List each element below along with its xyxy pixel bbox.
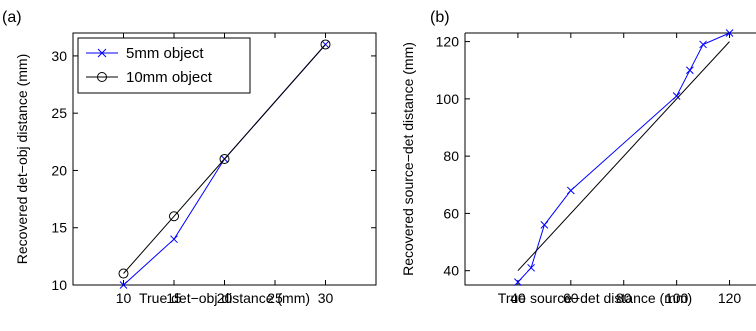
panel-b-axes-box [464,32,756,286]
panel-a-xtick-label: 20 [217,290,233,306]
panel-a-ytick-label: 25 [51,105,67,121]
legend-swatch-10mm-marker [97,72,107,82]
panel-b-xtick-label: 40 [510,290,526,306]
panel-b-point-series-0 [540,221,549,229]
panel-a-point-5mm-object [170,235,178,244]
panel-a-ytick-label: 20 [51,162,67,178]
panel-b-point-series-0 [699,40,707,49]
panel-b-ytick-label: 80 [443,148,459,164]
panel-b-label: (b) [430,9,450,26]
panel-b-point-series-0 [566,186,575,195]
panel-a-xtick-label: 25 [267,290,283,306]
panel-a-point-10mm-object [169,211,179,222]
panel-a-xtick-label: 15 [166,290,182,306]
panel-a-label: (a) [2,9,22,26]
panel-a-ytick-label: 15 [51,220,67,236]
panel-b-xtick-label: 100 [665,290,689,306]
panel-a-point-10mm-object [118,268,129,279]
panel-b-ytick-label: 100 [436,91,460,107]
panel-b-series [514,29,734,286]
legend-label-5mm: 5mm object [126,45,204,62]
panel-b-ytick-label: 40 [443,263,459,279]
panel-b-xtick-label: 80 [616,290,632,306]
panel-a-xtick-label: 30 [318,290,334,306]
panel-b-line-series-1 [517,41,730,272]
panel-b-xtick-label: 60 [563,290,579,306]
legend: 5mm object 10mm object [77,37,251,94]
legend-label-10mm: 10mm object [126,69,213,86]
legend-swatch-5mm-marker [97,48,107,58]
panel-b-ticks: 40 60 80 100 120 40 60 80 100 120 [436,33,742,306]
panel-b-point-series-0 [725,29,734,37]
panel-b-line-series-0 [517,32,730,283]
panel-a-ytick-label: 30 [51,48,67,64]
panel-b-point-series-0 [672,92,681,100]
panel-a-xtick-label: 10 [116,290,132,306]
panel-a-series [118,39,331,289]
panel-b: (b) 40 60 80 100 120 40 60 80 100 120 True source… [400,9,756,306]
panel-b-ytick-label: 120 [436,34,460,50]
panel-b-xlabel: True source−det distance (mm) [498,290,692,306]
panel-b-point-series-0 [686,66,694,75]
panel-b-xtick-label: 120 [718,290,742,306]
panel-a-ytick-label: 10 [51,277,67,293]
panel-a-xlabel: True det−obj distance (mm) [139,290,310,306]
panel-a-ticks: 10 15 20 25 30 10 15 20 25 30 [51,33,376,306]
panel-a-point-5mm-object [119,281,128,289]
panel-a: (a) 10 15 20 25 30 10 15 20 25 30 True det−obj di… [2,9,377,306]
panel-b-point-series-0 [514,278,522,286]
panel-b-point-series-0 [527,263,535,272]
legend-box [77,37,251,94]
panel-a-ylabel: Recovered det−obj distance (mm) [14,54,30,265]
panel-b-ylabel: Recovered source−det distance (mm) [400,42,416,276]
panel-b-ytick-label: 60 [443,205,459,221]
panel-a-point-10mm-object [320,39,331,50]
panel-a-line-10mm-object [123,44,326,274]
panel-a-point-10mm-object [219,154,230,164]
